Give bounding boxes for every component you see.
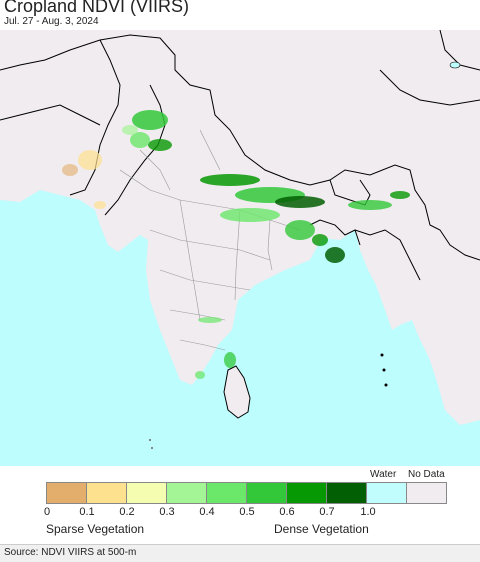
legend-swatch (127, 483, 167, 503)
legend-swatch (167, 483, 207, 503)
legend-tick: 1.0 (360, 506, 376, 518)
legend-tick: 0.7 (319, 506, 335, 518)
legend-tick: 0.5 (239, 506, 255, 518)
legend-swatch (287, 483, 327, 503)
legend-water-label: Water (370, 469, 397, 480)
arabian-sea (0, 190, 480, 466)
legend-swatch-nodata (407, 483, 447, 503)
date-range: Jul. 27 - Aug. 3, 2024 (4, 16, 99, 27)
legend-tick: 0 (43, 506, 51, 518)
legend-tick: 0.1 (79, 506, 95, 518)
dense-vegetation-label: Dense Vegetation (274, 522, 369, 536)
legend-colorbar (46, 482, 447, 504)
ndvi-map (0, 30, 480, 466)
legend-swatch (47, 483, 87, 503)
legend-swatch (247, 483, 287, 503)
vegetation-patches (62, 110, 410, 379)
legend-tick: 0.6 (279, 506, 295, 518)
legend-swatch (327, 483, 367, 503)
myanmar-land (400, 260, 480, 425)
legend-tick: 0.3 (159, 506, 175, 518)
footer-bar: Source: NDVI VIIRS at 500-m (0, 544, 480, 562)
lake (449, 61, 461, 69)
legend-swatch (207, 483, 247, 503)
sri-lanka (223, 365, 251, 419)
source-credit: Source: NDVI VIIRS at 500-m (4, 547, 137, 558)
legend-tick: 0.4 (199, 506, 215, 518)
country-borders (0, 30, 480, 281)
sparse-vegetation-label: Sparse Vegetation (46, 522, 145, 536)
legend-swatch (87, 483, 127, 503)
legend-swatch-water (367, 483, 407, 503)
legend-tick: 0.2 (119, 506, 135, 518)
legend-nodata-label: No Data (408, 469, 445, 480)
map-title: Cropland NDVI (VIIRS) (4, 0, 190, 16)
